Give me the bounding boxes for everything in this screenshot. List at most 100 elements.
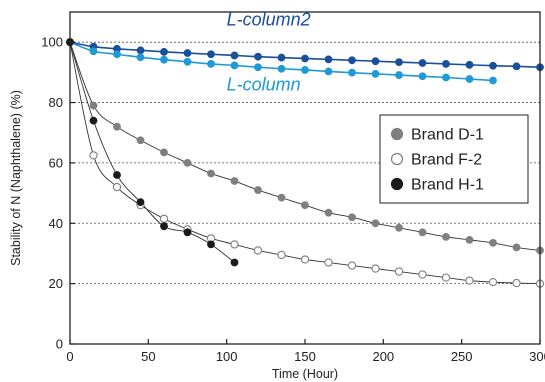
point-l-column-165 bbox=[324, 67, 333, 76]
point-l-column2-285 bbox=[512, 62, 521, 71]
point-l-column-225 bbox=[418, 72, 427, 81]
point-brand-d-1-105 bbox=[230, 177, 239, 185]
point-brand-f-2-120 bbox=[253, 246, 263, 255]
x-tick-label-150: 150 bbox=[294, 349, 316, 364]
point-brand-d-1-90 bbox=[207, 169, 215, 178]
point-l-column-15 bbox=[89, 47, 98, 56]
point-l-column2-75 bbox=[183, 49, 192, 57]
annotation-l-column2: L-column2 bbox=[227, 10, 311, 30]
point-brand-h-1-105 bbox=[230, 258, 239, 267]
point-brand-f-2-270 bbox=[488, 277, 498, 287]
point-l-column-180 bbox=[348, 68, 356, 77]
x-tick-label-250: 250 bbox=[451, 349, 473, 364]
point-brand-d-1-285 bbox=[512, 243, 521, 252]
point-l-column2-105 bbox=[230, 51, 239, 60]
point-l-column-195 bbox=[371, 69, 380, 78]
legend-label-brand-h-1: Brand H-1 bbox=[411, 177, 484, 194]
annotation-l-column: L-column bbox=[227, 74, 301, 94]
point-brand-d-1-240 bbox=[442, 232, 450, 241]
y-tick-label-60: 60 bbox=[49, 155, 63, 170]
x-tick-label-50: 50 bbox=[141, 349, 155, 364]
legend-marker-brand-h-1 bbox=[390, 177, 404, 191]
point-l-column-75 bbox=[183, 57, 192, 66]
point-brand-f-2-285 bbox=[512, 278, 521, 288]
point-brand-f-2-150 bbox=[300, 255, 310, 264]
x-tick-label-100: 100 bbox=[216, 349, 238, 364]
point-l-column2-120 bbox=[254, 52, 262, 61]
point-brand-f-2-105 bbox=[230, 240, 239, 249]
point-l-column-150 bbox=[301, 66, 309, 74]
point-brand-h-1-30 bbox=[113, 171, 121, 179]
point-brand-f-2-255 bbox=[465, 276, 474, 285]
legend-label-brand-f-2: Brand F-2 bbox=[411, 152, 482, 169]
legend-marker-brand-d-1 bbox=[390, 127, 404, 141]
point-brand-f-2-15 bbox=[89, 151, 98, 160]
point-brand-d-1-15 bbox=[89, 101, 98, 110]
point-l-column2-195 bbox=[371, 57, 380, 66]
axis-ticks: 0 50 100 150 200 250 300 0 20 40 60 80 100 bbox=[41, 35, 545, 364]
point-brand-h-1-75 bbox=[183, 228, 192, 237]
legend-label-brand-d-1: Brand D-1 bbox=[411, 127, 484, 144]
point-l-column2-255 bbox=[465, 60, 474, 69]
point-l-column-210 bbox=[395, 71, 403, 79]
point-brand-d-1-45 bbox=[136, 136, 145, 145]
point-l-column2-270 bbox=[489, 61, 497, 70]
point-brand-d-1-195 bbox=[371, 219, 380, 228]
point-brand-f-2-135 bbox=[277, 250, 286, 260]
point-brand-f-2-195 bbox=[371, 264, 380, 273]
x-tick-label-200: 200 bbox=[372, 349, 394, 364]
point-l-column-45 bbox=[136, 53, 145, 62]
legend-box bbox=[379, 114, 529, 204]
point-brand-f-2-30 bbox=[112, 182, 122, 192]
legend-marker-brand-f-2 bbox=[390, 152, 404, 166]
point-brand-d-1-270 bbox=[489, 238, 497, 247]
point-l-column2-60 bbox=[160, 47, 168, 56]
point-brand-f-2-210 bbox=[394, 267, 404, 276]
point-brand-d-1-120 bbox=[254, 186, 262, 194]
point-brand-f-2-225 bbox=[418, 270, 427, 279]
point-brand-d-1-210 bbox=[395, 223, 403, 232]
point-l-column2-240 bbox=[442, 60, 450, 68]
point-brand-d-1-75 bbox=[183, 159, 192, 167]
y-tick-label-20: 20 bbox=[49, 276, 63, 291]
point-brand-d-1-180 bbox=[348, 213, 356, 222]
data-markers bbox=[65, 38, 545, 288]
point-brand-d-1-150 bbox=[301, 201, 309, 210]
y-axis-title: Stability of N (Naphthalene) (%) bbox=[9, 90, 23, 266]
point-l-column2-45 bbox=[136, 46, 145, 55]
point-brand-f-2-60 bbox=[159, 214, 169, 223]
y-tick-label-40: 40 bbox=[49, 216, 63, 231]
point-brand-f-2-240 bbox=[441, 273, 451, 282]
point-l-column-105 bbox=[230, 61, 239, 70]
point-l-column-90 bbox=[207, 60, 215, 68]
point-l-column2-135 bbox=[277, 53, 286, 62]
point-l-column2-225 bbox=[418, 59, 427, 67]
point-l-column-240 bbox=[442, 73, 450, 82]
point-brand-h-1-60 bbox=[160, 222, 168, 231]
point-brand-d-1-225 bbox=[418, 228, 427, 237]
point-l-column2-150 bbox=[301, 54, 309, 63]
y-tick-label-80: 80 bbox=[49, 95, 63, 110]
point-brand-d-1-255 bbox=[465, 235, 474, 244]
y-tick-label-0: 0 bbox=[56, 337, 63, 352]
point-l-column-255 bbox=[465, 75, 474, 83]
point-l-column2-210 bbox=[395, 58, 403, 67]
point-brand-h-1-90 bbox=[207, 240, 215, 249]
x-tick-label-0: 0 bbox=[66, 349, 73, 364]
legend: Brand D-1 Brand F-2 Brand H-1 bbox=[379, 114, 529, 204]
point-l-column-30 bbox=[113, 50, 121, 59]
point-l-column-270 bbox=[489, 76, 497, 85]
point-l-column2-180 bbox=[348, 56, 356, 65]
point-brand-d-1-30 bbox=[113, 122, 121, 131]
point-brand-d-1-165 bbox=[324, 208, 333, 217]
point-l-column-135 bbox=[277, 64, 286, 73]
point-l-column2-90 bbox=[207, 50, 215, 59]
point-brand-d-1-60 bbox=[160, 148, 168, 157]
point-l-column-120 bbox=[254, 63, 262, 72]
point-l-column-60 bbox=[160, 55, 168, 64]
point-brand-f-2-180 bbox=[347, 261, 357, 270]
point-l-column2-165 bbox=[324, 55, 333, 64]
x-axis-title: Time (Hour) bbox=[272, 367, 338, 381]
point-brand-f-2-165 bbox=[324, 258, 333, 267]
